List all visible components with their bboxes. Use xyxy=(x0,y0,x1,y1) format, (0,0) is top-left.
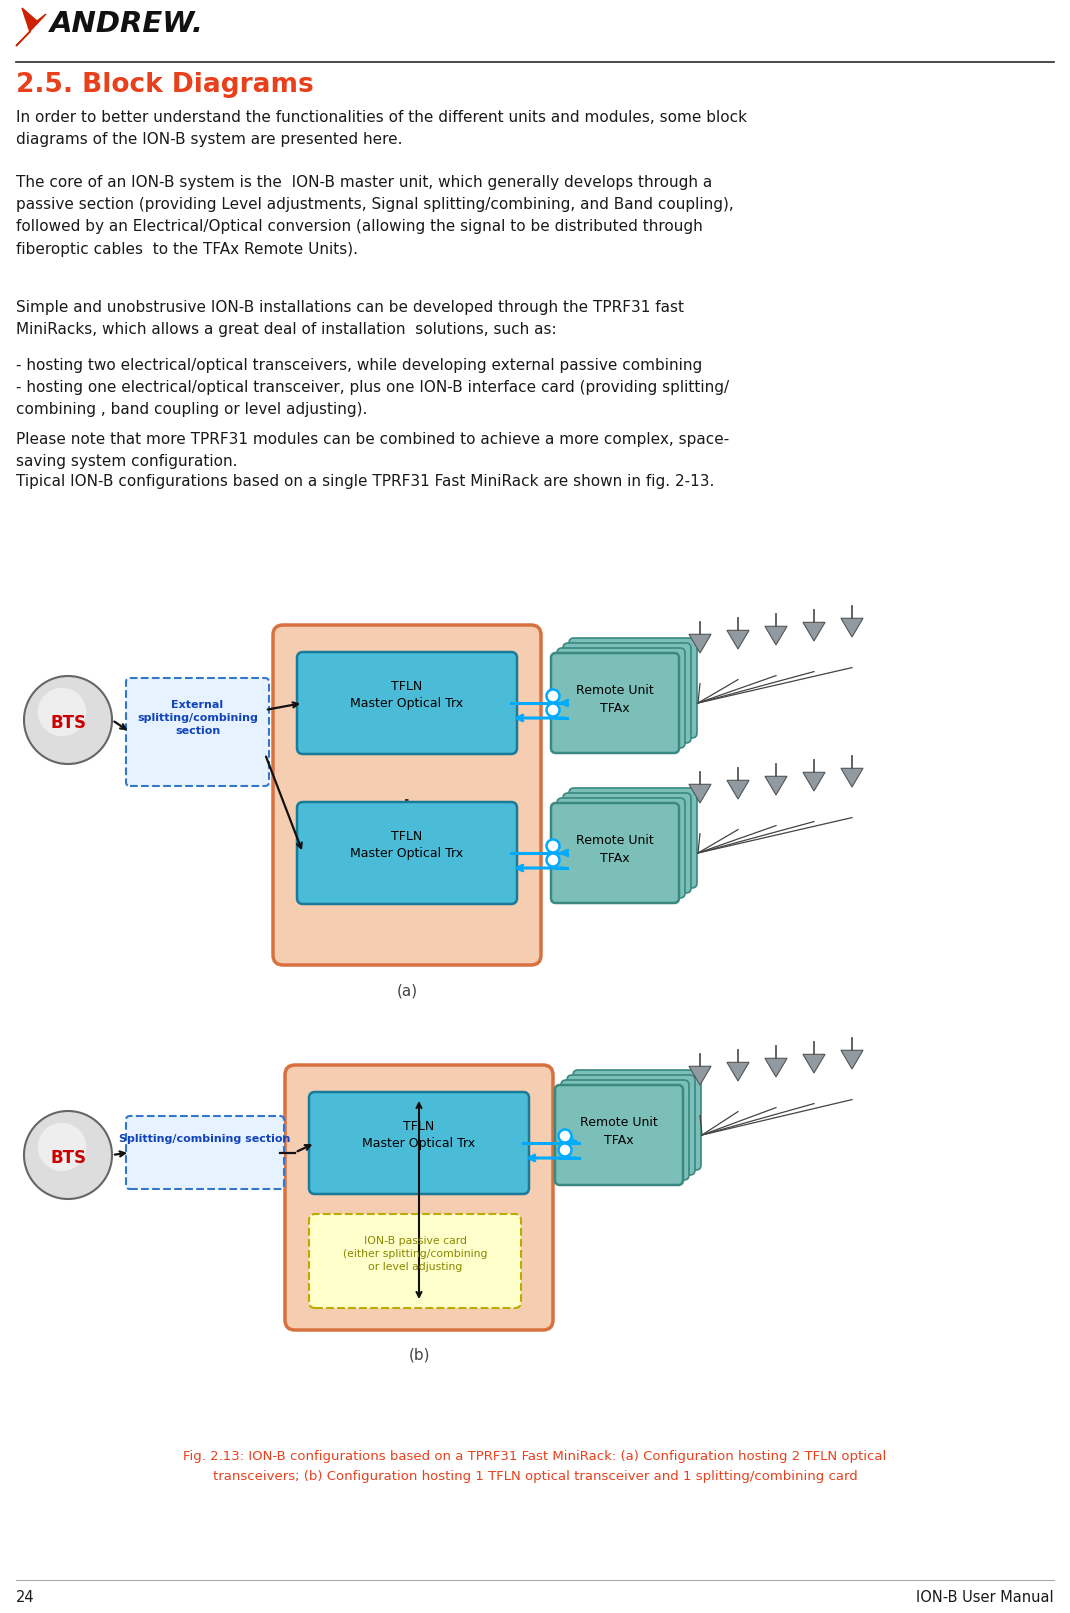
FancyBboxPatch shape xyxy=(563,794,691,894)
Text: 2.5. Block Diagrams: 2.5. Block Diagrams xyxy=(16,73,314,98)
FancyBboxPatch shape xyxy=(551,653,679,753)
Text: TFLN
Master Optical Trx: TFLN Master Optical Trx xyxy=(351,831,463,860)
FancyBboxPatch shape xyxy=(126,1116,284,1189)
Polygon shape xyxy=(841,768,863,787)
FancyBboxPatch shape xyxy=(555,1086,683,1186)
Polygon shape xyxy=(689,1066,712,1086)
FancyBboxPatch shape xyxy=(297,802,517,903)
FancyBboxPatch shape xyxy=(567,1074,696,1174)
FancyBboxPatch shape xyxy=(551,803,679,903)
Ellipse shape xyxy=(37,1123,87,1171)
Polygon shape xyxy=(765,1058,788,1077)
Circle shape xyxy=(559,1129,571,1142)
Text: Please note that more TPRF31 modules can be combined to achieve a more complex, : Please note that more TPRF31 modules can… xyxy=(16,432,730,469)
Text: BTS: BTS xyxy=(50,1148,86,1166)
FancyBboxPatch shape xyxy=(309,1215,521,1308)
Circle shape xyxy=(547,853,560,866)
Text: External
splitting/combining
section: External splitting/combining section xyxy=(137,700,258,737)
Text: +: + xyxy=(394,795,419,824)
Polygon shape xyxy=(689,784,712,803)
Text: Fig. 2.13: ION-B configurations based on a TPRF31 Fast MiniRack: (a) Configurati: Fig. 2.13: ION-B configurations based on… xyxy=(183,1450,887,1463)
FancyBboxPatch shape xyxy=(557,648,685,748)
Text: TFLN
Master Optical Trx: TFLN Master Optical Trx xyxy=(351,681,463,710)
FancyBboxPatch shape xyxy=(297,652,517,753)
Text: 24: 24 xyxy=(16,1590,34,1605)
Polygon shape xyxy=(802,773,825,790)
FancyBboxPatch shape xyxy=(285,1065,553,1331)
Text: (b): (b) xyxy=(409,1348,430,1363)
Polygon shape xyxy=(727,781,749,798)
Text: Remote Unit
TFAx: Remote Unit TFAx xyxy=(576,684,654,715)
FancyBboxPatch shape xyxy=(569,639,697,739)
FancyBboxPatch shape xyxy=(309,1092,529,1194)
Text: The core of an ION-B system is the  ION-B master unit, which generally develops : The core of an ION-B system is the ION-B… xyxy=(16,174,734,256)
Polygon shape xyxy=(841,1050,863,1069)
Ellipse shape xyxy=(24,1111,112,1198)
Text: - hosting two electrical/optical transceivers, while developing external passive: - hosting two electrical/optical transce… xyxy=(16,358,729,418)
Ellipse shape xyxy=(24,676,112,765)
Polygon shape xyxy=(802,623,825,640)
Text: ANDREW.: ANDREW. xyxy=(50,10,204,39)
FancyBboxPatch shape xyxy=(557,798,685,898)
Text: TFLN
Master Optical Trx: TFLN Master Optical Trx xyxy=(363,1119,475,1150)
FancyBboxPatch shape xyxy=(273,624,541,965)
Polygon shape xyxy=(765,626,788,645)
Polygon shape xyxy=(841,618,863,637)
Text: Remote Unit
TFAx: Remote Unit TFAx xyxy=(580,1116,658,1147)
Text: ION-B User Manual: ION-B User Manual xyxy=(916,1590,1054,1605)
Circle shape xyxy=(547,703,560,716)
Polygon shape xyxy=(802,1055,825,1073)
Text: (a): (a) xyxy=(397,982,417,998)
FancyBboxPatch shape xyxy=(561,1081,689,1181)
Text: Remote Unit
TFAx: Remote Unit TFAx xyxy=(576,834,654,865)
Polygon shape xyxy=(727,631,749,648)
Text: Splitting/combining section: Splitting/combining section xyxy=(120,1134,291,1144)
Circle shape xyxy=(559,1144,571,1157)
Text: Simple and unobstrusive ION-B installations can be developed through the TPRF31 : Simple and unobstrusive ION-B installati… xyxy=(16,300,684,337)
Ellipse shape xyxy=(37,687,87,736)
Circle shape xyxy=(547,839,560,853)
Text: BTS: BTS xyxy=(50,715,86,732)
Polygon shape xyxy=(16,8,46,47)
Polygon shape xyxy=(727,1063,749,1081)
FancyBboxPatch shape xyxy=(563,644,691,744)
Polygon shape xyxy=(689,634,712,653)
Text: ION-B Fast Minirack: ION-B Fast Minirack xyxy=(333,652,482,665)
FancyBboxPatch shape xyxy=(569,789,697,889)
Text: transceivers; (b) Configuration hosting 1 TFLN optical transceiver and 1 splitti: transceivers; (b) Configuration hosting … xyxy=(213,1469,857,1482)
Circle shape xyxy=(547,689,560,703)
Text: ION-B passive card
(either splitting/combining
or level adjusting: ION-B passive card (either splitting/com… xyxy=(342,1236,487,1271)
FancyBboxPatch shape xyxy=(574,1069,701,1169)
FancyBboxPatch shape xyxy=(126,677,269,786)
Text: Tipical ION-B configurations based on a single TPRF31 Fast MiniRack are shown in: Tipical ION-B configurations based on a … xyxy=(16,474,715,489)
Text: ION-B Fast Minirack: ION-B Fast Minirack xyxy=(345,1090,493,1103)
Polygon shape xyxy=(765,776,788,795)
Text: In order to better understand the functionalities of the different units and mod: In order to better understand the functi… xyxy=(16,110,747,147)
